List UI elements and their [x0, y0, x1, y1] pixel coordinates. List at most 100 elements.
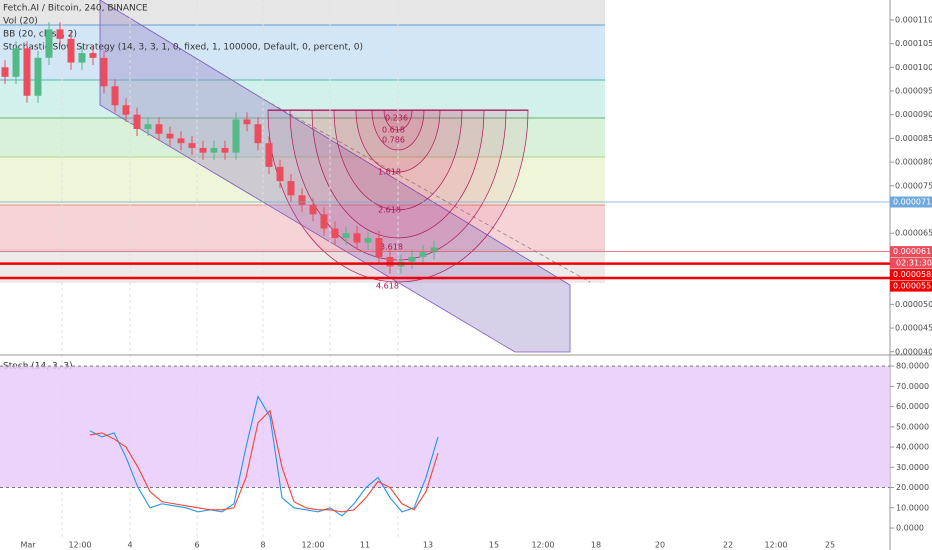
candle-body	[430, 247, 438, 253]
y-tick-label: 70.0000	[896, 382, 929, 391]
candle-body	[111, 86, 119, 106]
y-tick-label: 0.0000	[896, 524, 924, 533]
candle-body	[419, 252, 427, 257]
price-label: 0.00005858	[893, 270, 932, 279]
x-tick-label: 22	[723, 541, 733, 550]
candle-body	[243, 119, 251, 125]
candle-body	[89, 53, 97, 58]
x-tick-label: 20	[655, 541, 665, 550]
y-tick-label: 0.00009000	[895, 110, 932, 119]
y-tick-label: 0.00011000	[895, 15, 932, 24]
candle-body	[254, 124, 262, 144]
y-tick-label: 0.00004000	[895, 347, 932, 356]
price-label: 0.00005555	[893, 282, 932, 291]
y-tick-label: 0.00004500	[895, 324, 932, 333]
price-label-bg	[890, 196, 932, 208]
indicator-label: BB (20, close, 2)	[3, 30, 77, 40]
candle-body	[166, 133, 174, 139]
x-tick-label: 11	[360, 541, 370, 550]
price-label: 0.00006113	[893, 247, 932, 256]
candle-body	[331, 228, 339, 238]
fib-label: 4.618	[376, 282, 399, 291]
candle-body	[34, 57, 42, 96]
candle-body	[122, 105, 130, 115]
symbol-title: Fetch.AI / Bitcoin, 240, BINANCE	[3, 4, 148, 14]
indicator-label: Stochastic Slow Strategy (14, 3, 3, 1, 0…	[3, 43, 363, 53]
y-tick-label: 0.00005000	[895, 300, 932, 309]
fib-label: 0.786	[382, 136, 405, 145]
price-label: 0.00007159	[893, 198, 932, 207]
candle-body	[1, 67, 9, 77]
fib-label: 0.618	[382, 126, 405, 135]
y-tick-label: 0.00006500	[895, 229, 932, 238]
candle-body	[12, 48, 20, 77]
candle-body	[232, 119, 240, 153]
x-tick-label: 25	[825, 541, 835, 550]
candle-body	[177, 138, 185, 144]
y-tick-label: 40.0000	[896, 443, 929, 452]
candle-body	[353, 233, 361, 243]
x-tick-label: 18	[591, 541, 601, 550]
candle-body	[309, 204, 317, 215]
candle-body	[188, 143, 196, 148]
x-tick-label: 12:00	[531, 541, 554, 550]
fib-label: 2.618	[378, 206, 401, 215]
indicator-label: Vol (20)	[3, 17, 38, 27]
stoch-band	[0, 366, 890, 488]
y-tick-label: 20.0000	[896, 483, 929, 492]
candle-body	[155, 124, 163, 134]
candle-body	[287, 181, 295, 196]
y-tick-label: 0.00007500	[895, 181, 932, 190]
y-tick-label: 50.0000	[896, 422, 929, 431]
candle-body	[56, 29, 64, 39]
y-tick-label: 0.00008000	[895, 158, 932, 167]
x-tick-label: 4	[127, 541, 132, 550]
y-tick-label: 60.0000	[896, 402, 929, 411]
candle-body	[199, 147, 207, 153]
y-tick-label: 30.0000	[896, 463, 929, 472]
x-tick-label: 13	[423, 541, 433, 550]
candle-body	[342, 233, 350, 238]
price-label-bg	[890, 269, 932, 281]
x-tick-label: Mar	[20, 541, 36, 550]
fib-label: 1.618	[378, 168, 401, 177]
candle-body	[276, 166, 284, 182]
candle-body	[320, 214, 328, 229]
y-tick-label: 0.00010500	[895, 39, 932, 48]
x-tick-label: 12:00	[764, 541, 787, 550]
candle-body	[133, 114, 141, 129]
candle-body	[78, 53, 86, 63]
stoch-line	[89, 409, 439, 513]
fib-arcs	[267, 109, 529, 283]
countdown: 02:31:30	[896, 259, 932, 268]
x-tick-label: 12:00	[301, 541, 324, 550]
candle-body	[375, 237, 383, 257]
y-tick-label: 80.0000	[896, 362, 929, 371]
price-label-bg	[890, 280, 932, 292]
x-tick-label: 6	[194, 541, 199, 550]
countdown-bg	[890, 257, 932, 269]
y-tick-label: 0.00009500	[895, 87, 932, 96]
x-tick-label: 15	[489, 541, 499, 550]
candle-body	[298, 195, 306, 205]
candle-body	[67, 38, 75, 63]
candle-body	[23, 48, 31, 96]
fib-label: 3.618	[380, 243, 403, 252]
candle-body	[408, 256, 416, 262]
price-label-bg	[890, 246, 932, 258]
y-tick-label: 0.00008500	[895, 134, 932, 143]
candle-body	[265, 143, 273, 167]
x-tick-label: 12:00	[68, 541, 91, 550]
y-tick-label: 0.00010000	[895, 63, 932, 72]
candle-body	[386, 256, 394, 267]
fib-label: 0.236	[385, 114, 408, 123]
candle-body	[144, 124, 152, 129]
candle-body	[210, 147, 218, 153]
y-tick-label: 10.0000	[896, 503, 929, 512]
x-tick-label: 8	[260, 541, 265, 550]
candle-body	[45, 29, 53, 58]
candle-body	[100, 57, 108, 87]
candle-body	[364, 237, 372, 243]
candle-body	[221, 147, 229, 153]
